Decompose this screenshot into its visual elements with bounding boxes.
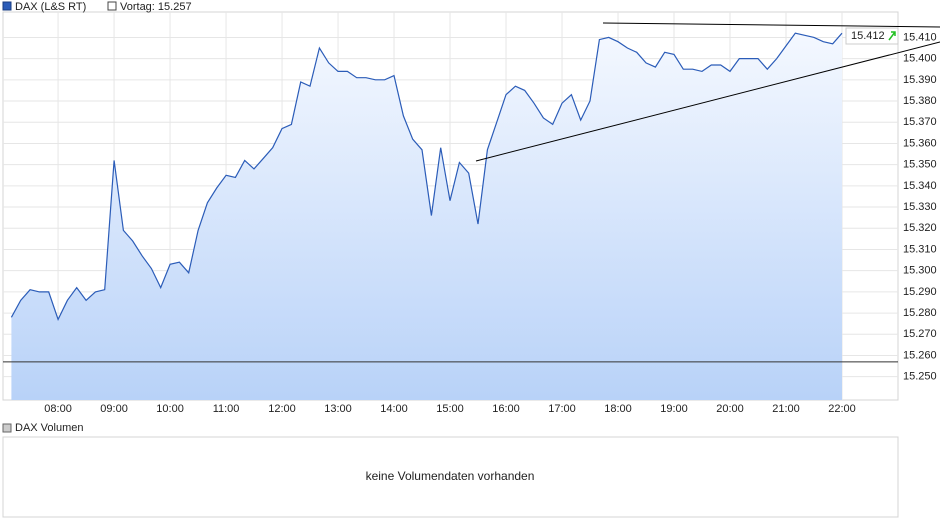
trend-line (602, 22, 940, 28)
y-tick-label: 15.390 (903, 74, 937, 86)
x-tick-label: 12:00 (268, 403, 296, 415)
volume-legend: DAX Volumen (15, 422, 83, 434)
x-tick-label: 19:00 (660, 403, 688, 415)
y-tick-label: 15.380 (903, 95, 937, 107)
y-tick-label: 15.360 (903, 137, 937, 149)
x-tick-label: 08:00 (44, 403, 72, 415)
x-tick-label: 11:00 (213, 403, 240, 415)
x-tick-label: 20:00 (716, 403, 744, 415)
y-tick-label: 15.280 (903, 307, 937, 319)
price-line (10, 32, 843, 321)
y-tick-label: 15.400 (903, 53, 937, 65)
legend-label: DAX (L&S RT) (15, 1, 86, 13)
legend-swatch (2, 423, 12, 433)
area-fill (11, 33, 843, 400)
x-tick-label: 15:00 (436, 403, 464, 415)
x-tick-label: 16:00 (492, 403, 520, 415)
y-tick-label: 15.250 (903, 371, 937, 383)
y-tick-label: 15.330 (903, 201, 937, 213)
volume-message: keine Volumendaten vorhanden (366, 469, 535, 483)
x-tick-label: 10:00 (156, 403, 184, 415)
x-tick-label: 13:00 (324, 403, 352, 415)
reference-label: Vortag: 15.257 (120, 1, 192, 13)
up-arrow (888, 31, 896, 41)
y-tick-label: 15.410 (903, 31, 937, 43)
y-tick-label: 15.270 (903, 328, 937, 340)
y-tick-label: 15.350 (903, 159, 937, 171)
legend-swatch (2, 1, 12, 11)
y-tick-label: 15.260 (903, 349, 937, 361)
x-tick-label: 21:00 (772, 403, 800, 415)
y-tick-label: 15.320 (903, 222, 937, 234)
x-tick-label: 22:00 (828, 403, 856, 415)
y-tick-label: 15.370 (903, 116, 937, 128)
y-tick-label: 15.340 (903, 180, 937, 192)
y-tick-label: 15.310 (903, 243, 937, 255)
last-value: 15.412 (851, 30, 885, 42)
x-tick-label: 17:00 (548, 403, 576, 415)
marks (3, 32, 898, 400)
legend-swatch (107, 1, 117, 11)
x-tick-label: 18:00 (604, 403, 632, 415)
volume-frame (2, 436, 899, 518)
x-tick-label: 09:00 (100, 403, 128, 415)
last-value-box (845, 27, 899, 45)
y-tick-label: 15.290 (903, 286, 937, 298)
y-tick-label: 15.300 (903, 265, 937, 277)
trend-line (475, 41, 940, 162)
x-tick-label: 14:00 (380, 403, 408, 415)
